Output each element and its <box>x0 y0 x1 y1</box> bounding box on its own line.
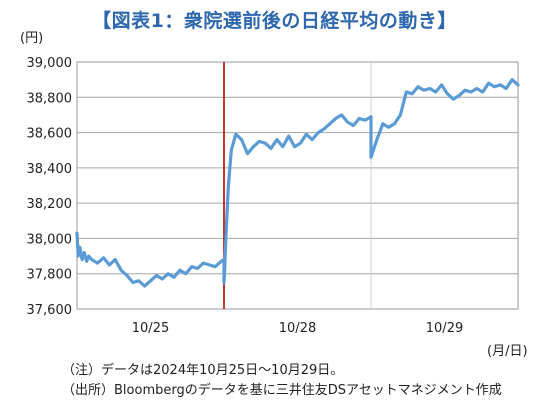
x-tick-label: 10/28 <box>279 321 316 336</box>
y-tick-label: 38,600 <box>27 127 73 142</box>
x-tick-labels: 10/25 10/28 10/29 <box>132 321 463 336</box>
y-tick-label: 38,000 <box>27 232 73 247</box>
y-axis-unit-label: (円) <box>20 31 44 46</box>
footnote-source: （出所）Bloombergのデータを基に三井住友DSアセットマネジメント作成 <box>62 383 502 398</box>
footnote-note: （注）データは2024年10月25日～10月29日。 <box>62 363 344 378</box>
y-tick-label: 38,400 <box>27 162 73 177</box>
y-tick-label: 38,200 <box>27 197 73 212</box>
x-tick-label: 10/29 <box>426 321 463 336</box>
series-line-nikkei <box>75 77 520 288</box>
y-tick-label: 37,800 <box>27 268 73 283</box>
x-axis-unit-label: (月/日) <box>487 344 528 359</box>
y-tick-label: 39,000 <box>27 56 73 71</box>
x-tick-label: 10/25 <box>132 321 169 336</box>
y-tick-labels: 37,600 37,800 38,000 38,200 38,400 38,600 38,8… <box>27 56 73 318</box>
y-tick-label: 38,800 <box>27 91 73 106</box>
series-layer <box>75 77 520 288</box>
chart-title: 【図表1：衆院選前後の日経平均の動き】 <box>92 10 457 32</box>
plot-area-frame <box>76 61 519 310</box>
y-tick-label: 37,600 <box>27 303 73 318</box>
